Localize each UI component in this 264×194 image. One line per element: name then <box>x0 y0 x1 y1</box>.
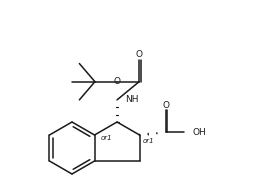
Text: O: O <box>136 50 143 59</box>
Text: or1: or1 <box>101 135 112 141</box>
Text: OH: OH <box>193 128 206 137</box>
Text: or1: or1 <box>143 138 154 144</box>
Text: O: O <box>162 101 169 110</box>
Text: O: O <box>114 77 121 86</box>
Text: NH: NH <box>125 95 139 104</box>
